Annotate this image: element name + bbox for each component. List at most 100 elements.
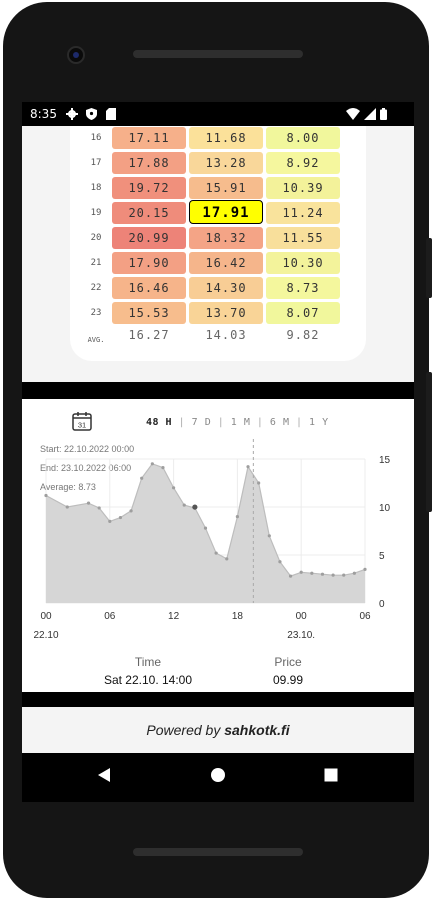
price-cell[interactable]: 11.55: [266, 227, 340, 249]
bottom-speaker: [133, 848, 303, 856]
price-cell[interactable]: 20.99: [112, 227, 186, 249]
hour-label: 16: [90, 133, 102, 143]
x-tick-label: 00: [296, 611, 308, 622]
hour-label: 22: [90, 283, 102, 293]
range-option[interactable]: 7 D: [191, 417, 212, 428]
selected-point: [192, 504, 198, 510]
price-table: 16 17.11 11.68 8.00 17 17.88 13.28 8.92 18 19.72 1…: [70, 126, 366, 361]
price-cell[interactable]: 8.00: [266, 127, 340, 149]
table-row: 21 17.90 16.42 10.30: [70, 251, 366, 275]
data-point: [288, 574, 293, 578]
table-row: 22 16.46 14.30 8.73: [70, 276, 366, 300]
price-cell[interactable]: 17.11: [112, 127, 186, 149]
x-tick-label: 00: [40, 611, 52, 622]
data-point: [172, 486, 176, 490]
price-cell[interactable]: 15.53: [112, 302, 186, 324]
battery-icon: [380, 108, 387, 120]
data-point: [203, 526, 208, 530]
range-option[interactable]: 1 M: [230, 417, 251, 428]
table-row: 16 17.11 11.68 8.00: [70, 126, 366, 150]
price-chart[interactable]: 00 06 12 18 00 06 22.10 23.10. 0 5 10 15: [22, 439, 414, 651]
price-cell[interactable]: 17.90: [112, 252, 186, 274]
recents-icon[interactable]: [323, 767, 339, 783]
data-point: [342, 573, 346, 577]
back-icon[interactable]: [96, 767, 112, 783]
price-cell[interactable]: 13.70: [189, 302, 263, 324]
data-point: [182, 503, 186, 507]
range-separator: |: [250, 417, 270, 428]
end-text: End: 23.10.2022 06:00: [40, 463, 132, 473]
status-bar: 8:35: [22, 102, 414, 126]
x-tick-label: 12: [168, 611, 180, 622]
volume-button: [426, 372, 432, 512]
hour-label: 17: [90, 158, 102, 168]
y-tick-label: 15: [379, 455, 391, 466]
price-cell[interactable]: 20.15: [112, 202, 186, 224]
price-cell[interactable]: 17.88: [112, 152, 186, 174]
price-cell[interactable]: 10.30: [266, 252, 340, 274]
hour-label: 23: [90, 308, 102, 318]
powered-prefix: Powered by: [146, 722, 225, 738]
price-cell[interactable]: 13.28: [189, 152, 263, 174]
phone-frame: 8:35 16 17.11 11.68 8.00 17 17.88 13.28 8.92 18 1…: [3, 2, 432, 898]
data-point: [65, 505, 69, 509]
signal-icon: [364, 108, 376, 120]
power-button: [426, 238, 432, 298]
table-row: 18 19.72 15.91 10.39: [70, 176, 366, 200]
price-cell[interactable]: 8.92: [266, 152, 340, 174]
range-separator: |: [289, 417, 310, 428]
price-cell[interactable]: 16.46: [112, 277, 186, 299]
x-tick-label: 18: [232, 611, 244, 622]
data-point: [108, 519, 112, 523]
price-cell[interactable]: 11.68: [189, 127, 263, 149]
x-date-label: 23.10.: [287, 630, 315, 641]
chart-card: 31 48 H | 7 D | 1 M | 6 M | 1 Y Start: 2…: [22, 399, 414, 692]
price-cell[interactable]: 14.30: [189, 277, 263, 299]
x-tick-label: 06: [104, 611, 116, 622]
price-cell[interactable]: 16.42: [189, 252, 263, 274]
y-tick-label: 0: [379, 599, 385, 610]
hour-label: 19: [90, 208, 102, 218]
price-cell[interactable]: 18.32: [189, 227, 263, 249]
price-cell[interactable]: 10.39: [266, 177, 340, 199]
shield-icon: [86, 108, 97, 120]
table-row: 17 17.88 13.28 8.92: [70, 151, 366, 175]
calendar-icon[interactable]: 31: [72, 411, 92, 431]
price-table-card: 16 17.11 11.68 8.00 17 17.88 13.28 8.92 18 19.72 1…: [22, 126, 414, 382]
range-option[interactable]: 6 M: [269, 417, 290, 428]
data-point: [320, 572, 325, 576]
data-point: [86, 501, 91, 505]
average-value: 9.82: [286, 328, 320, 342]
table-row: 23 15.53 13.70 8.07: [70, 301, 366, 325]
data-point: [129, 509, 133, 513]
home-icon[interactable]: [210, 767, 226, 783]
data-point: [310, 571, 314, 575]
price-cell-current[interactable]: 17.91: [189, 200, 263, 224]
powered-by: Powered by sahkotk.fi: [22, 722, 414, 738]
wifi-icon: [346, 108, 360, 120]
data-point: [278, 560, 282, 564]
data-point: [267, 534, 271, 538]
calendar-icon-day: 31: [78, 421, 86, 430]
start-text: Start: 22.10.2022 00:00: [40, 444, 135, 454]
price-cell[interactable]: 8.73: [266, 277, 340, 299]
data-point: [225, 557, 229, 561]
hour-label: 18: [90, 183, 102, 193]
top-speaker: [133, 50, 303, 58]
price-cell[interactable]: 11.24: [266, 202, 340, 224]
sd-card-icon: [106, 108, 116, 120]
range-separator: |: [211, 417, 231, 428]
price-cell[interactable]: 15.91: [189, 177, 263, 199]
x-tick-label: 06: [359, 611, 371, 622]
price-cell[interactable]: 8.07: [266, 302, 340, 324]
brand-link[interactable]: sahkotk.fi: [224, 722, 290, 738]
y-tick-label: 10: [379, 503, 391, 514]
price-label: Price: [274, 655, 302, 669]
price-cell[interactable]: 19.72: [112, 177, 186, 199]
data-point: [140, 476, 144, 480]
time-label: Time: [134, 655, 162, 669]
range-option[interactable]: 1 Y: [309, 417, 329, 428]
range-option[interactable]: 48 H: [146, 417, 173, 428]
table-row: 19 20.15 17.91 11.24: [70, 200, 366, 225]
status-time: 8:35: [30, 107, 57, 121]
